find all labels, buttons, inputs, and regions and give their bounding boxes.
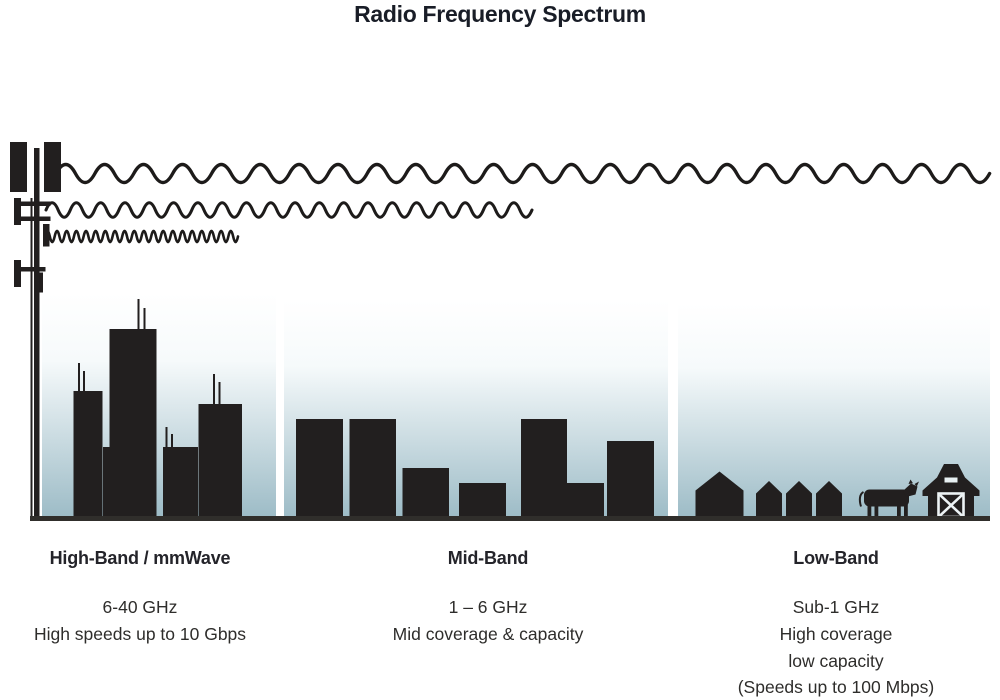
band-title-mid: Mid-Band xyxy=(447,548,529,568)
mid-band-label-block: Mid-Band 1 – 6 GHz Mid coverage & capaci… xyxy=(358,548,618,648)
band-detail: 6-40 GHz xyxy=(102,597,178,617)
mid-band-sky-panel xyxy=(284,300,668,519)
cow-icon xyxy=(858,479,919,517)
building-skyline-icon xyxy=(296,419,654,517)
band-title-high: High-Band / mmWave xyxy=(49,548,231,568)
short-wavelength-wave-icon xyxy=(43,229,240,244)
medium-wavelength-wave-icon xyxy=(44,201,534,219)
house-icon xyxy=(695,471,744,517)
band-detail: Sub-1 GHz xyxy=(792,597,880,617)
high-band-label-block: High-Band / mmWave 6-40 GHz High speeds … xyxy=(10,548,270,648)
house-icon xyxy=(816,481,842,517)
house-icon xyxy=(786,481,812,517)
band-detail: low capacity xyxy=(788,650,884,671)
house-icon xyxy=(756,481,782,517)
band-detail: (Speeds up to 100 Mbps) xyxy=(737,677,935,698)
skyscraper-skyline-icon xyxy=(73,299,242,517)
spectrum-illustration xyxy=(10,142,992,521)
band-title-low: Low-Band xyxy=(793,548,879,568)
long-wavelength-wave-icon xyxy=(54,162,992,185)
radio-waves xyxy=(43,162,992,244)
band-detail: High speeds up to 10 Gbps xyxy=(33,623,247,644)
barn-icon xyxy=(922,464,980,519)
low-band-label-block: Low-Band Sub-1 GHz High coverage low cap… xyxy=(706,548,966,700)
ground-line xyxy=(30,516,990,521)
band-detail: 1 – 6 GHz xyxy=(448,597,528,617)
page-title: Radio Frequency Spectrum xyxy=(354,1,646,27)
rural-scene xyxy=(695,464,980,519)
band-detail: Mid coverage & capacity xyxy=(392,623,584,644)
cell-tower-icon xyxy=(10,142,61,516)
band-detail: High coverage xyxy=(779,623,893,644)
